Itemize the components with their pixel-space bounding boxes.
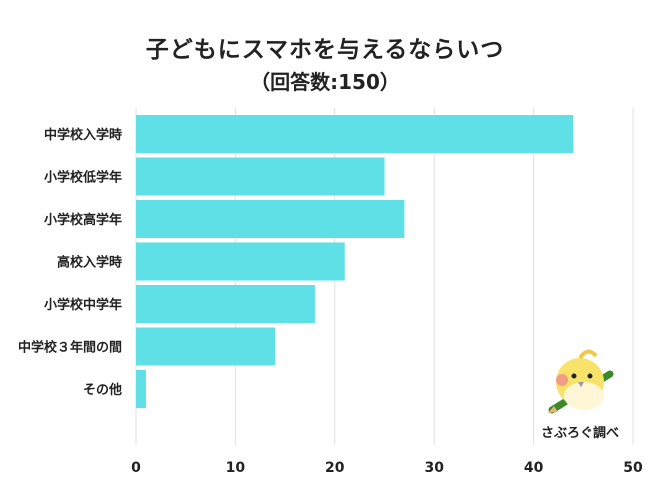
- bar: [136, 115, 574, 153]
- bars: [136, 115, 574, 408]
- bar: [136, 327, 276, 366]
- category-label: 中学校３年間の間: [18, 340, 122, 356]
- x-tick-label: 50: [623, 460, 643, 476]
- bar: [136, 242, 345, 281]
- x-tick-label: 40: [524, 460, 544, 476]
- bar: [136, 200, 405, 238]
- x-axis-ticks: 0 10 20 30 40 50: [131, 460, 643, 476]
- logo-text: さぶろぐ調べ: [540, 426, 619, 441]
- x-tick-label: 0: [131, 460, 141, 476]
- category-label: 高校入学時: [57, 255, 122, 271]
- x-tick-label: 20: [325, 460, 345, 476]
- category-label: 小学校低学年: [44, 170, 122, 186]
- bird-with-pencil-icon: [548, 349, 614, 414]
- bar: [136, 370, 146, 408]
- category-label: 小学校中学年: [44, 297, 122, 313]
- chart-title: 子どもにスマホを与えるならいつ: [145, 37, 505, 63]
- category-label: 中学校入学時: [44, 127, 122, 143]
- bar: [136, 285, 315, 323]
- x-tick-label: 30: [424, 460, 444, 476]
- chart-subtitle: （回答数:150）: [250, 70, 400, 94]
- category-label: その他: [83, 382, 122, 398]
- bar: [136, 157, 385, 196]
- category-label: 小学校高学年: [44, 212, 122, 228]
- x-tick-label: 10: [226, 460, 246, 476]
